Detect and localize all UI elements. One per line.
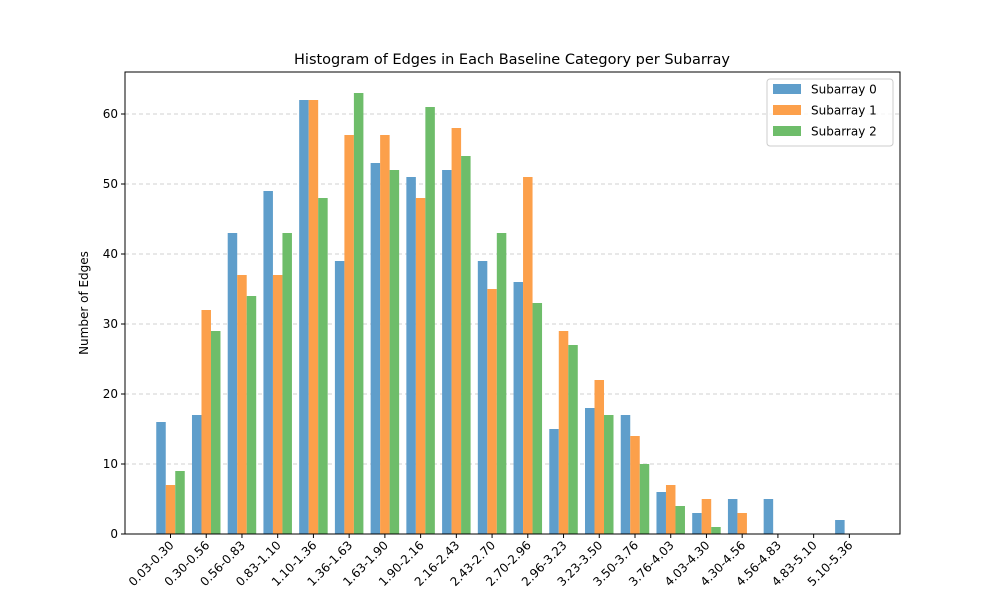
bar-s0-3.76-4.03 [656,492,666,534]
bar-s2-4.03-4.30 [711,527,721,534]
bar-s1-0.03-0.30 [165,485,176,534]
bar-s1-0.30-0.56 [201,310,211,534]
y-tick-label: 20 [103,387,118,401]
bar-s1-2.43-2.70 [487,289,497,534]
bar-s0-0.30-0.56 [191,415,202,534]
bar-s2-2.43-2.70 [496,233,507,534]
bar-s2-0.03-0.30 [175,471,185,534]
bar-s0-3.23-3.50 [585,408,595,534]
bar-s0-1.36-1.63 [334,261,345,534]
plot-frame [124,71,901,535]
bar-s2-0.83-1.10 [282,233,292,534]
bar-s1-3.23-3.50 [594,380,605,534]
bar-s2-0.30-0.56 [210,331,221,534]
bar-s1-1.63-1.90 [380,135,390,534]
y-tick-label: 10 [103,457,118,471]
bar-s2-1.90-2.16 [425,107,435,534]
bar-s0-0.03-0.30 [156,422,166,534]
bar-s2-1.10-1.36 [318,198,328,534]
bar-s2-2.70-2.96 [532,303,543,534]
y-tick-label: 40 [103,247,118,261]
bar-s2-3.50-3.76 [639,464,650,534]
bar-s1-3.76-4.03 [665,485,676,534]
bar-s1-0.56-0.83 [237,275,247,534]
bar-s2-1.36-1.63 [353,93,364,534]
bar-s0-4.03-4.30 [692,513,702,534]
bar-s1-3.50-3.76 [630,436,640,534]
bar-s1-0.83-1.10 [272,275,283,534]
legend-swatch-1 [773,105,801,115]
bar-s1-4.03-4.30 [701,499,712,534]
bar-s1-1.36-1.63 [344,135,354,534]
y-tick-label: 30 [103,317,118,331]
bar-s0-2.43-2.70 [477,261,488,534]
x-axis: 0.03-0.300.30-0.560.56-0.830.83-1.101.10… [126,534,855,589]
legend-swatch-2 [773,126,801,136]
y-tick-label: 0 [110,527,118,541]
bar-s0-4.30-4.56 [727,499,738,534]
bar-s0-4.56-4.83 [763,499,774,534]
y-axis: 0 10 20 30 40 50 60 [103,107,125,541]
bar-s0-0.56-0.83 [227,233,238,534]
bar-s2-0.56-0.83 [246,296,257,534]
legend-label-0: Subarray 0 [811,83,877,97]
legend-label-2: Subarray 2 [811,125,877,139]
bar-s1-2.70-2.96 [523,177,533,534]
bar-s0-3.50-3.76 [620,415,631,534]
bar-s0-2.16-2.43 [442,170,452,534]
bar-s2-1.63-1.90 [389,170,400,534]
bar-s1-1.10-1.36 [308,100,319,534]
bar-s0-5.10-5.36 [835,520,845,534]
bar-s0-2.70-2.96 [513,282,524,534]
bar-s0-1.10-1.36 [299,100,309,534]
chart-title: Histogram of Edges in Each Baseline Cate… [294,52,730,68]
bar-s0-0.83-1.10 [263,191,273,534]
bar-s0-2.96-3.23 [549,429,559,534]
legend: Subarray 0 Subarray 1 Subarray 2 [766,78,894,147]
bar-s2-2.96-3.23 [568,345,578,534]
bar-s2-3.76-4.03 [675,506,685,534]
bar-s2-2.16-2.43 [461,156,471,534]
y-axis-label: Number of Edges [77,251,91,355]
legend-label-1: Subarray 1 [811,104,877,118]
bars [156,93,845,534]
legend-swatch-0 [773,84,801,94]
bar-s0-1.90-2.16 [406,177,416,534]
y-tick-label: 50 [103,177,118,191]
y-tick-label: 60 [103,107,118,121]
bar-s0-1.63-1.90 [370,163,381,534]
bar-s1-4.30-4.56 [737,513,747,534]
bar-s1-1.90-2.16 [415,198,426,534]
bar-s2-3.23-3.50 [604,415,614,534]
bar-s1-2.96-3.23 [558,331,569,534]
bar-s1-2.16-2.43 [451,128,462,534]
